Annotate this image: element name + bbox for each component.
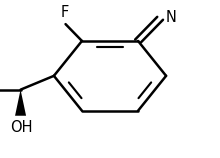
Text: N: N xyxy=(166,10,176,25)
Text: F: F xyxy=(60,5,69,20)
Text: OH: OH xyxy=(10,120,33,135)
Polygon shape xyxy=(15,90,26,116)
